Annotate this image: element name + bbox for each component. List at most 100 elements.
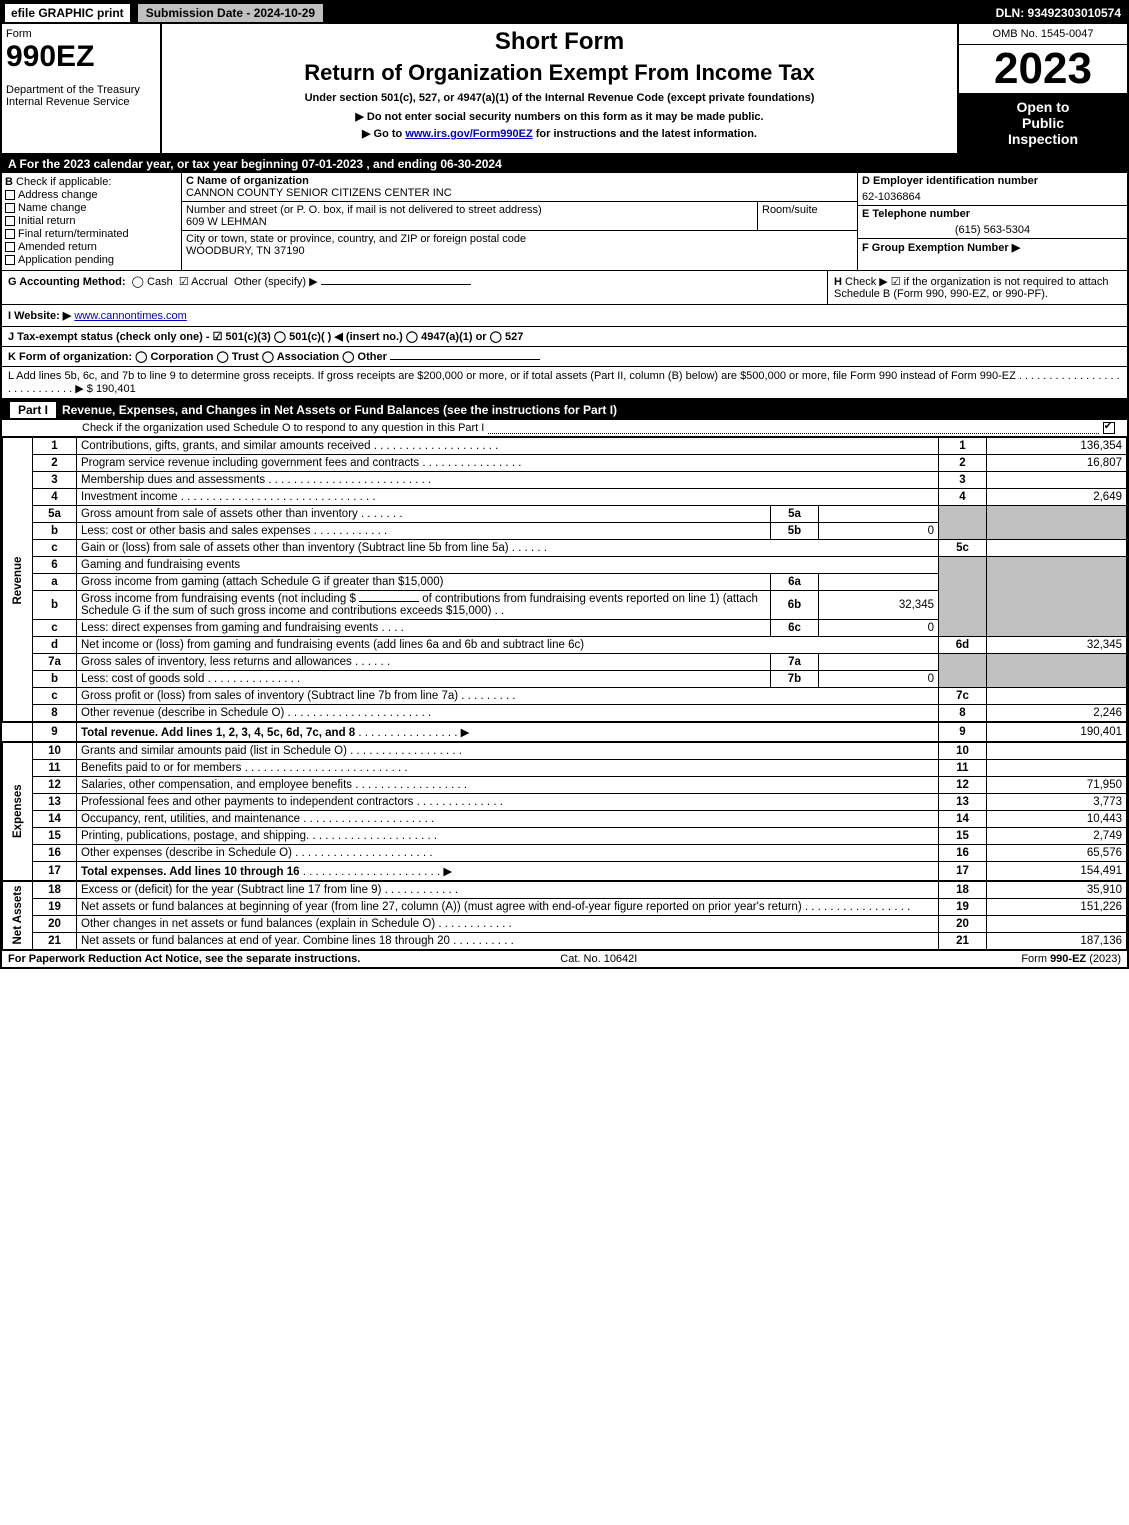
g-h-row: G Accounting Method: ◯ Cash ☑ Accrual Ot… [2,271,1127,305]
line-13-box: 13 [939,794,987,811]
b-amended: Amended return [18,241,97,253]
header-right: OMB No. 1545-0047 2023 Open to Public In… [957,24,1127,153]
line-14-num: 14 [33,811,77,828]
j-label: J Tax-exempt status (check only one) - ☑… [8,331,523,343]
line-17-desc: Total expenses. Add lines 10 through 16 … [77,862,939,882]
line-1-desc: Contributions, gifts, grants, and simila… [77,438,939,455]
addr-cell: Number and street (or P. O. box, if mail… [182,202,757,230]
line-6d-box: 6d [939,637,987,654]
line-8-num: 8 [33,705,77,723]
city-cell: City or town, state or province, country… [182,231,857,259]
e-label: E Telephone number [862,208,970,220]
top-bar: efile GRAPHIC print Submission Date - 20… [2,2,1127,24]
line-5a-num: 5a [33,506,77,523]
irs-link[interactable]: www.irs.gov/Form990EZ [405,128,532,140]
line-13-amt: 3,773 [987,794,1127,811]
line-2-num: 2 [33,455,77,472]
section-a-bar: A For the 2023 calendar year, or tax yea… [2,155,1127,173]
checkbox-final[interactable] [5,229,15,239]
line-18-box: 18 [939,881,987,899]
line-7b-num: b [33,671,77,688]
line-3-num: 3 [33,472,77,489]
checkbox-initial[interactable] [5,216,15,226]
d-label: D Employer identification number [862,175,1038,187]
l-row: L Add lines 5b, 6c, and 7b to line 9 to … [2,367,1127,400]
g-label: G Accounting Method: [8,276,126,288]
g-other: Other (specify) ▶ [234,276,318,288]
line-19-box: 19 [939,899,987,916]
line-6d-amt: 32,345 [987,637,1127,654]
checkbox-name-change[interactable] [5,203,15,213]
line-5c-amt [987,540,1127,557]
line-3-box: 3 [939,472,987,489]
ein-value: 62-1036864 [858,189,1127,205]
line-21-desc: Net assets or fund balances at end of ye… [77,933,939,950]
line-11-desc: Benefits paid to or for members . . . . … [77,760,939,777]
checkbox-addr-change[interactable] [5,190,15,200]
line-17-amt: 154,491 [987,862,1127,882]
line-10-desc: Grants and similar amounts paid (list in… [77,742,939,760]
part-i-label: Part I [10,402,56,418]
j-row: J Tax-exempt status (check only one) - ☑… [2,327,1127,347]
ssn-warning: ▶ Do not enter social security numbers o… [166,110,953,123]
b-initial: Initial return [18,215,75,227]
grey-5 [939,506,987,540]
line-5a-ib: 5a [771,506,819,523]
line-15-desc: Printing, publications, postage, and shi… [77,828,939,845]
line-7b-iamt: 0 [819,671,939,688]
g-accrual: Accrual [191,276,228,288]
line-9-amt: 190,401 [987,722,1127,742]
line-12-desc: Salaries, other compensation, and employ… [77,777,939,794]
line-11-num: 11 [33,760,77,777]
i-cell: I Website: ▶ www.cannontimes.com [2,305,827,326]
line-16-num: 16 [33,845,77,862]
footer-left: For Paperwork Reduction Act Notice, see … [8,953,360,965]
header-left: Form 990EZ Department of the Treasury In… [2,24,162,153]
line-4-box: 4 [939,489,987,506]
line-19-amt: 151,226 [987,899,1127,916]
line-5c-box: 5c [939,540,987,557]
grey-7 [939,654,987,688]
city-label: City or town, state or province, country… [186,233,853,245]
line-4-num: 4 [33,489,77,506]
bf-grid: B Check if applicable: Address change Na… [2,173,1127,271]
line-7b-desc: Less: cost of goods sold . . . . . . . .… [77,671,771,688]
line-6c-desc: Less: direct expenses from gaming and fu… [77,620,771,637]
line-6b-iamt: 32,345 [819,591,939,620]
net-assets-side-label: Net Assets [3,881,33,950]
website-link[interactable]: www.cannontimes.com [74,310,187,322]
open-line3: Inspection [961,131,1125,147]
line-10-box: 10 [939,742,987,760]
k-row: K Form of organization: ◯ Corporation ◯ … [2,347,1127,367]
line-11-amt [987,760,1127,777]
line-9-num: 9 [33,722,77,742]
line-6d-num: d [33,637,77,654]
line-6a-ib: 6a [771,574,819,591]
line-17-num: 17 [33,862,77,882]
checkbox-pending[interactable] [5,255,15,265]
instr-post: for instructions and the latest informat… [533,128,757,140]
line-5b-desc: Less: cost or other basis and sales expe… [77,523,771,540]
line-7c-num: c [33,688,77,705]
line-9-desc: Total revenue. Add lines 1, 2, 3, 4, 5c,… [77,722,939,742]
b-pending: Application pending [18,254,114,266]
line-19-desc: Net assets or fund balances at beginning… [77,899,939,916]
line-12-num: 12 [33,777,77,794]
line-5a-iamt [819,506,939,523]
line-16-desc: Other expenses (describe in Schedule O) … [77,845,939,862]
form-container: efile GRAPHIC print Submission Date - 20… [0,0,1129,969]
line-6a-num: a [33,574,77,591]
part-i-check-row: Check if the organization used Schedule … [2,420,1127,437]
line-7c-desc: Gross profit or (loss) from sales of inv… [77,688,939,705]
line-3-desc: Membership dues and assessments . . . . … [77,472,939,489]
checkbox-amended[interactable] [5,242,15,252]
part-i-check-text: Check if the organization used Schedule … [82,422,484,434]
line-18-amt: 35,910 [987,881,1127,899]
l-amount: 190,401 [96,383,136,395]
line-4-desc: Investment income . . . . . . . . . . . … [77,489,939,506]
efile-print-button[interactable]: efile GRAPHIC print [4,3,131,23]
submission-date-button[interactable]: Submission Date - 2024-10-29 [137,3,324,23]
schedule-o-checkbox[interactable] [1103,422,1115,434]
form-header: Form 990EZ Department of the Treasury In… [2,24,1127,155]
column-b: B Check if applicable: Address change Na… [2,173,182,270]
